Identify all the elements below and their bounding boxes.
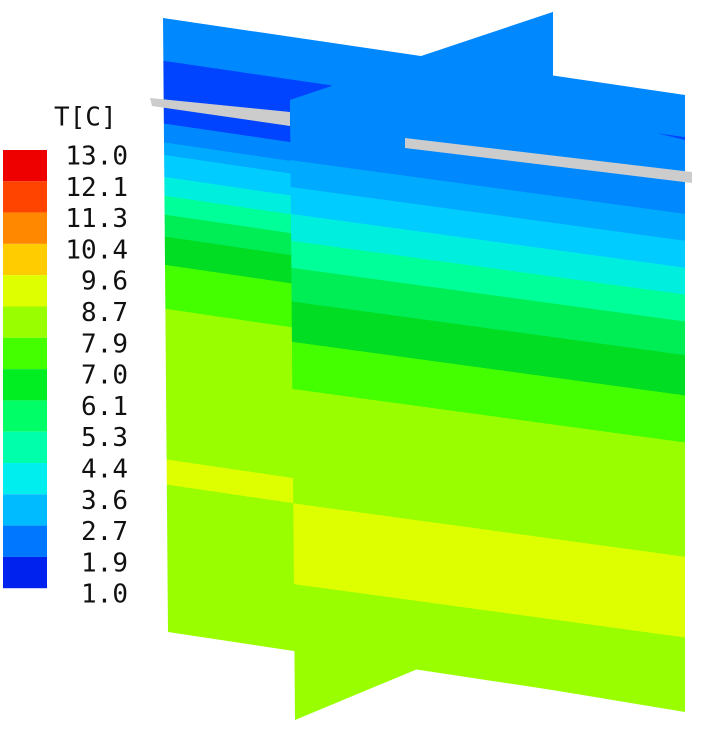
colorbar-title: T[C] — [54, 103, 117, 133]
colorbar — [3, 150, 47, 589]
colorbar-label: 7.0 — [81, 361, 128, 391]
colorbar-label: 13.0 — [65, 142, 128, 172]
colorbar-label: 9.6 — [81, 267, 128, 297]
colorbar-label: 4.4 — [81, 455, 128, 485]
colorbar-label: 5.3 — [81, 423, 128, 453]
colorbar-label: 11.3 — [65, 204, 128, 234]
front-plane — [290, 12, 685, 720]
colorbar-label: 1.9 — [81, 548, 128, 578]
colorbar-label: 3.6 — [81, 486, 128, 516]
colorbar-label: 2.7 — [81, 517, 128, 547]
colorbar-label: 12.1 — [65, 173, 128, 203]
colorbar-label: 6.1 — [81, 392, 128, 422]
colorbar-label: 1.0 — [81, 580, 128, 610]
colorbar-label: 8.7 — [81, 298, 128, 328]
baffle-right — [405, 138, 692, 183]
baffle-left — [150, 98, 290, 126]
colorbar-label: 7.9 — [81, 329, 128, 359]
colorbar-label: 10.4 — [65, 235, 128, 265]
front-plane-top — [290, 12, 553, 115]
